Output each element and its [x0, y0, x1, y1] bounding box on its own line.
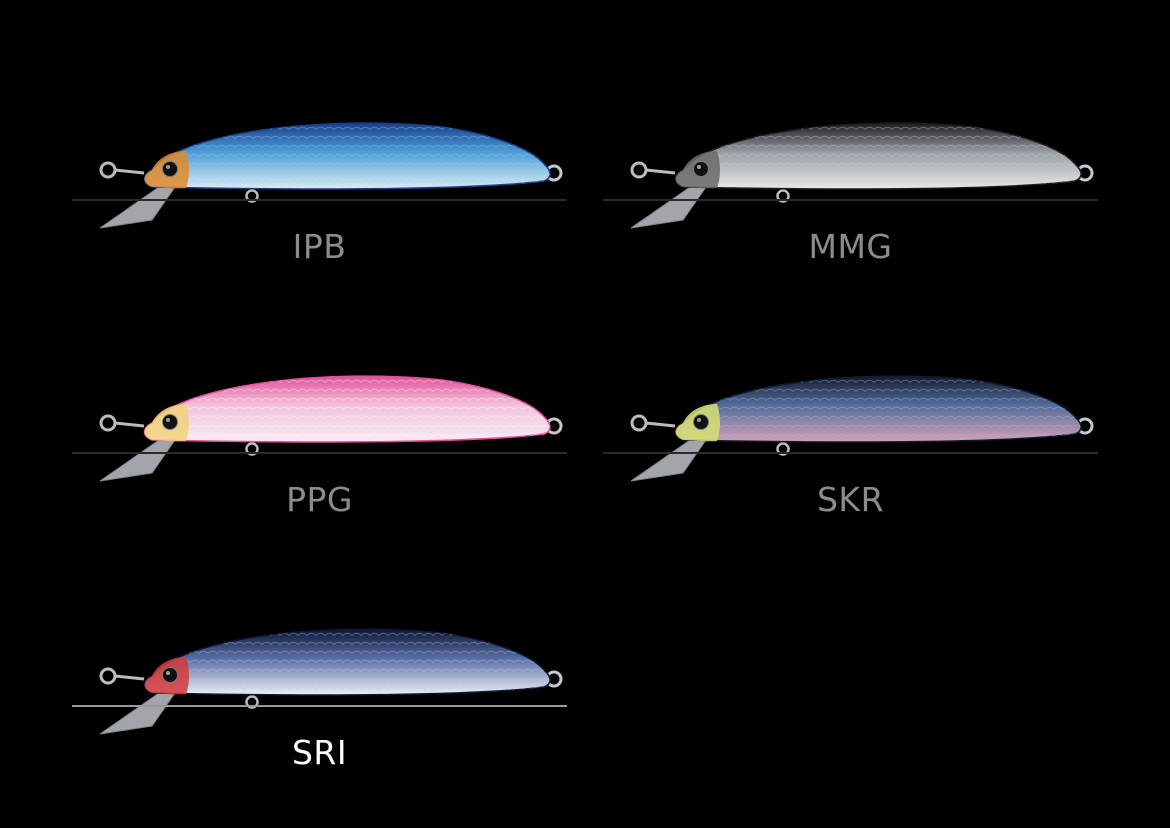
lure-scales [675, 123, 1081, 189]
color-option-skr[interactable]: SKR [603, 305, 1098, 558]
lure-eye [162, 161, 178, 177]
divider [72, 705, 567, 707]
lure-scales [144, 123, 550, 189]
lure-eye [693, 161, 709, 177]
divider [603, 452, 1098, 454]
lure-eye [162, 414, 178, 430]
lure-image-ipb [99, 122, 563, 229]
color-code-label: SKR [816, 480, 885, 519]
lure-image-sri [99, 628, 563, 735]
lure-image-mmg [630, 122, 1094, 229]
lure-scales [144, 629, 550, 695]
color-code-label: SRI [291, 733, 348, 772]
lure-eye [162, 667, 178, 683]
divider [72, 452, 567, 454]
lure-scales [144, 376, 550, 442]
color-code-label: PPG [286, 480, 353, 519]
lure-image-skr [630, 375, 1094, 482]
color-option-ipb[interactable]: IPB [72, 52, 567, 305]
color-option-ppg[interactable]: PPG [72, 305, 567, 558]
color-option-mmg[interactable]: MMG [603, 52, 1098, 305]
lure-scales [675, 376, 1081, 442]
color-code-label: IPB [292, 227, 347, 266]
lure-eye [693, 414, 709, 430]
divider [72, 199, 567, 201]
lure-image-ppg [99, 375, 563, 482]
color-code-label: MMG [808, 227, 893, 266]
color-option-sri[interactable]: SRI [72, 558, 567, 811]
divider [603, 199, 1098, 201]
